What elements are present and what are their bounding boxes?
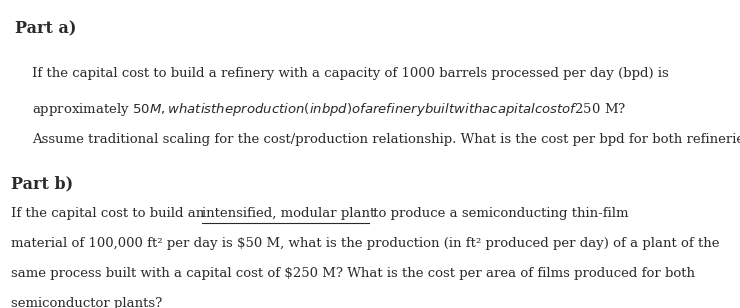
Text: Part a): Part a) [16, 20, 77, 38]
Text: Part b): Part b) [11, 176, 73, 192]
Text: If the capital cost to build a refinery with a capacity of 1000 barrels processe: If the capital cost to build a refinery … [32, 67, 668, 80]
Text: material of 100,000 ft² per day is $50 M, what is the production (in ft² produce: material of 100,000 ft² per day is $50 M… [11, 237, 720, 250]
Text: approximately $50 M, what is the production (in bpd) of a refinery built with a : approximately $50 M, what is the product… [32, 101, 626, 118]
Text: intensified, modular plant: intensified, modular plant [202, 207, 375, 220]
Text: same process built with a capital cost of $250 M? What is the cost per area of f: same process built with a capital cost o… [11, 267, 696, 280]
Text: semiconductor plants?: semiconductor plants? [11, 297, 163, 308]
Text: to produce a semiconducting thin-film: to produce a semiconducting thin-film [369, 207, 628, 220]
Text: Assume traditional scaling for the cost/production relationship. What is the cos: Assume traditional scaling for the cost/… [32, 133, 740, 146]
Text: If the capital cost to build an: If the capital cost to build an [11, 207, 209, 220]
